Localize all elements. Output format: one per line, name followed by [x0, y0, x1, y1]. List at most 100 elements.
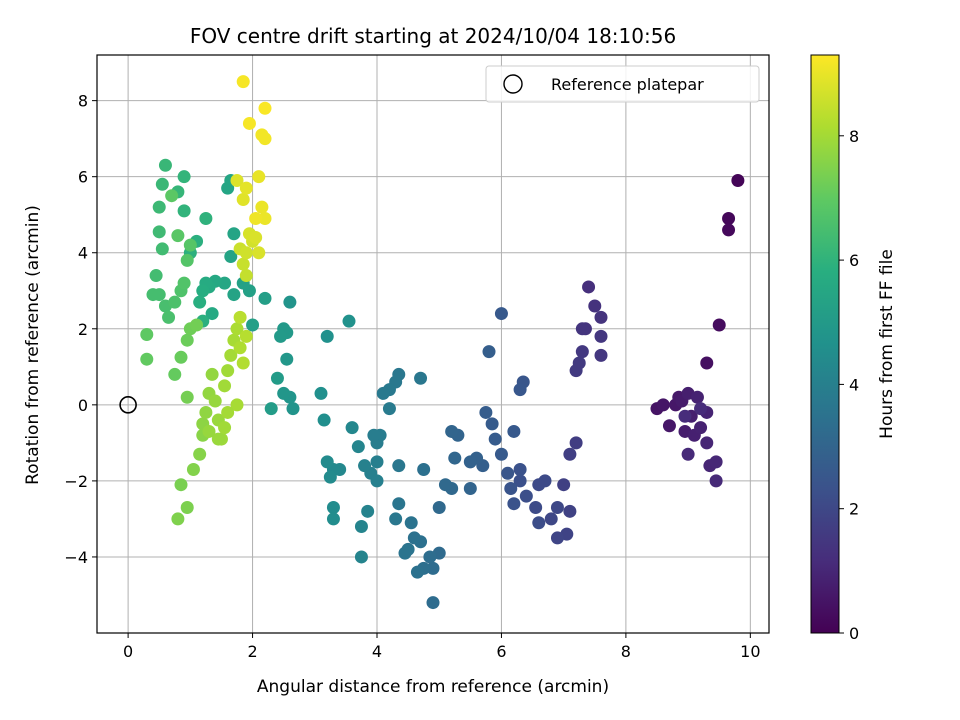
data-point: [224, 250, 238, 264]
data-point: [700, 356, 714, 370]
data-point: [575, 322, 589, 336]
data-point: [183, 238, 197, 252]
data-point: [186, 462, 200, 476]
data-point: [532, 516, 546, 530]
y-tick-label: −4: [64, 548, 88, 567]
data-point: [448, 451, 462, 465]
x-tick-label: 4: [372, 642, 382, 661]
y-tick-label: 4: [78, 244, 88, 263]
data-point: [277, 386, 291, 400]
colorbar-label: Hours from first FF file: [877, 249, 897, 439]
data-point: [678, 409, 692, 423]
data-point: [389, 512, 403, 526]
x-axis-ticks: 0 2 4 6 8 10: [123, 633, 761, 661]
data-point: [423, 550, 437, 564]
y-axis-label: Rotation from reference (arcmin): [23, 205, 43, 485]
data-point: [479, 405, 493, 419]
data-point: [563, 504, 577, 518]
data-point: [230, 322, 244, 336]
data-point: [532, 478, 546, 492]
colorbar-tick-label: 0: [849, 624, 859, 643]
data-point: [239, 269, 253, 283]
data-point: [354, 550, 368, 564]
x-tick-label: 8: [621, 642, 631, 661]
data-point: [382, 402, 396, 416]
data-point: [361, 504, 375, 518]
data-point: [258, 132, 272, 146]
data-point: [367, 428, 381, 442]
data-point: [342, 314, 356, 328]
data-point: [208, 394, 222, 408]
data-point: [246, 318, 260, 332]
data-point: [233, 310, 247, 324]
data-point: [370, 455, 384, 469]
data-point: [230, 173, 244, 187]
data-point: [507, 497, 521, 511]
data-point: [258, 212, 272, 226]
data-point: [152, 200, 166, 214]
colorbar-tick-label: 2: [849, 500, 859, 519]
data-point: [211, 432, 225, 446]
data-point: [205, 367, 219, 381]
data-point: [174, 350, 188, 364]
data-point: [202, 424, 216, 438]
data-point: [177, 276, 191, 290]
x-tick-label: 10: [740, 642, 760, 661]
data-point: [326, 512, 340, 526]
data-point: [317, 413, 331, 427]
data-point: [482, 345, 496, 359]
data-point: [326, 501, 340, 515]
data-point: [180, 333, 194, 347]
data-point: [168, 367, 182, 381]
data-point: [274, 329, 288, 343]
data-point: [190, 318, 204, 332]
data-point: [445, 424, 459, 438]
data-point: [218, 421, 232, 435]
data-point: [249, 231, 263, 245]
data-point: [236, 193, 250, 206]
data-point: [180, 501, 194, 515]
data-point: [227, 288, 241, 302]
data-point: [569, 364, 583, 378]
data-point: [463, 482, 477, 495]
x-tick-label: 2: [247, 642, 257, 661]
data-point: [519, 489, 533, 503]
data-point: [199, 212, 213, 226]
data-point: [507, 424, 521, 438]
data-point: [694, 402, 708, 416]
colorbar-tick-label: 6: [849, 251, 859, 270]
grid-lines: [97, 55, 769, 633]
data-point: [414, 371, 428, 385]
legend-marker: [503, 74, 523, 94]
data-point: [286, 402, 300, 416]
data-point: [242, 116, 256, 130]
data-point: [485, 417, 499, 431]
data-point: [320, 455, 334, 469]
data-points: [140, 75, 745, 610]
data-point: [463, 455, 477, 469]
data-point: [588, 299, 602, 313]
data-point: [392, 497, 406, 511]
data-point: [258, 291, 272, 305]
y-tick-label: 0: [78, 396, 88, 415]
data-point: [168, 295, 182, 309]
data-point: [345, 421, 359, 435]
data-point: [582, 280, 596, 294]
data-point: [417, 462, 431, 476]
data-point: [227, 227, 241, 241]
data-point: [690, 390, 704, 404]
legend: Reference platepar: [485, 65, 760, 103]
data-point: [255, 200, 269, 214]
data-point: [656, 398, 670, 412]
data-point: [239, 181, 253, 195]
data-point: [358, 459, 372, 473]
colorbar-tick-label: 4: [849, 375, 859, 394]
data-point: [193, 447, 207, 461]
data-point: [722, 212, 736, 226]
data-point: [426, 561, 440, 575]
data-point: [494, 307, 508, 321]
data-point: [563, 447, 577, 461]
data-point: [681, 447, 695, 461]
data-point: [351, 440, 365, 454]
data-point: [180, 253, 194, 267]
